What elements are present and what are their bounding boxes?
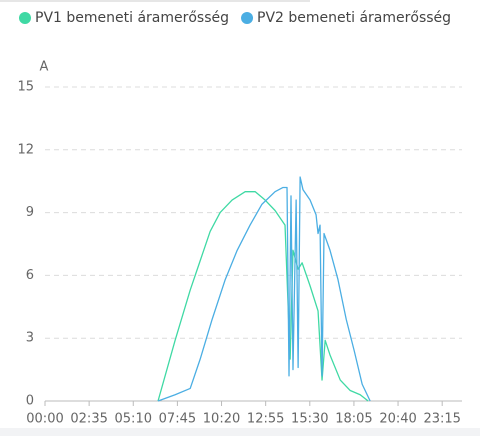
x-tick-label: 02:35 [70,412,107,427]
x-tick-label: 05:10 [115,412,152,427]
series-line [157,176,371,402]
y-tick-label: 0 [26,394,34,409]
x-tick-label: 10:20 [203,412,240,427]
x-tick-label: 00:00 [26,412,63,427]
legend-swatch [19,12,31,24]
x-tick-label: 15:30 [291,412,328,427]
x-tick-label: 23:15 [423,412,460,427]
y-tick-label: 9 [26,205,34,220]
x-tick-label: 18:05 [335,412,372,427]
x-tick-label: 12:55 [247,412,284,427]
legend-swatch [241,12,254,24]
y-tick-label: 15 [17,80,34,95]
y-tick-label: 3 [26,331,34,346]
x-tick-label: 07:45 [159,412,196,427]
bottom-strip [0,428,480,436]
y-unit: A [40,60,49,75]
x-tick-label: 20:40 [379,412,416,427]
y-tick-label: 12 [17,142,34,157]
legend-label: PV2 bemeneti áramerősség [257,10,451,26]
series-line [157,191,369,402]
legend-label: PV1 bemeneti áramerősség [35,10,229,26]
y-tick-label: 6 [26,268,34,283]
